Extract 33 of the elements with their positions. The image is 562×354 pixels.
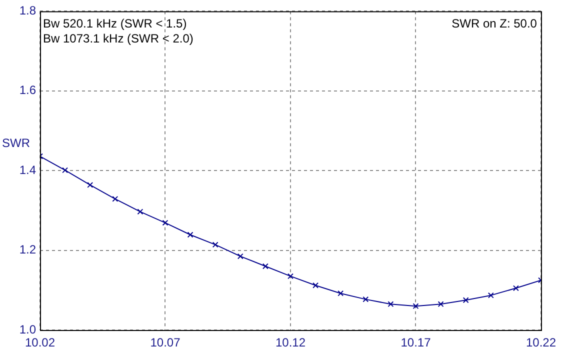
x-tick-label: 10.02: [24, 336, 56, 350]
y-tick-label: 1.2: [19, 242, 36, 257]
point: [212, 242, 218, 248]
x-tick-label: 10.22: [526, 336, 556, 350]
y-tick-label: 1.0: [19, 322, 36, 336]
point: [462, 297, 469, 304]
y-axis-title: SWR: [2, 136, 30, 150]
point: [187, 232, 194, 238]
y-tick-label: 1.8: [19, 4, 36, 18]
point: [87, 182, 94, 188]
point: [162, 220, 168, 226]
point: [388, 301, 394, 308]
point: [62, 167, 68, 174]
point: [512, 285, 519, 292]
annotation: SWR on Z: 50.0: [452, 16, 538, 31]
y-tick-label: 1.4: [19, 162, 36, 177]
point: [412, 303, 419, 310]
point: [438, 301, 444, 308]
point: [312, 282, 319, 288]
y-tick-label: 1.6: [19, 83, 36, 98]
x-tick-label: 10.17: [400, 336, 432, 350]
point: [338, 290, 344, 296]
point: [488, 292, 494, 298]
x-tick-label: 10.07: [150, 336, 181, 350]
point: [237, 253, 244, 260]
point: [137, 208, 144, 215]
point: [362, 296, 369, 302]
point: [262, 263, 268, 270]
point: [288, 273, 294, 280]
x-tick-label: 10.12: [275, 336, 306, 350]
point: [112, 196, 118, 202]
annotation: Bw 1073.1 kHz (SWR < 2.0): [43, 32, 194, 46]
annotation: Bw 520.1 kHz (SWR < 1.5): [43, 16, 187, 31]
